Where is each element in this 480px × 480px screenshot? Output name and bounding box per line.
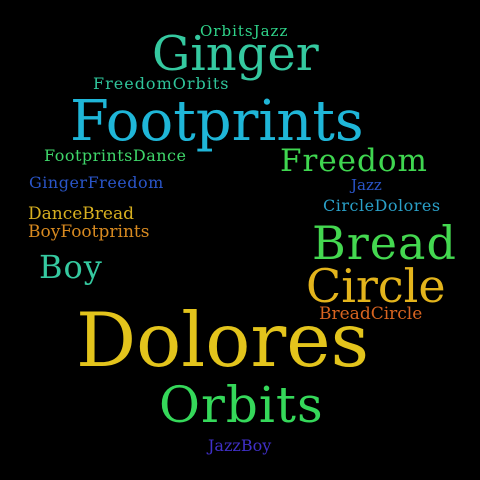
word-circle: Circle — [306, 259, 446, 313]
word-ginger: Ginger — [152, 26, 319, 82]
word-footprints: Footprints — [70, 89, 364, 154]
word-freedomorbits: FreedomOrbits — [93, 74, 230, 93]
word-jazz: Jazz — [351, 176, 382, 194]
word-boy: Boy — [39, 248, 103, 286]
word-dancebread: DanceBread — [28, 204, 134, 224]
word-circledolores: CircleDolores — [323, 196, 441, 215]
word-boyfootprints: BoyFootprints — [28, 222, 150, 242]
word-bread: Bread — [312, 216, 457, 270]
word-breadcircle: BreadCircle — [319, 304, 423, 324]
word-dolores: Dolores — [76, 296, 370, 384]
word-gingerfreedom: GingerFreedom — [29, 173, 164, 192]
word-orbits: Orbits — [159, 376, 324, 434]
word-freedom: Freedom — [280, 143, 428, 179]
word-footprintsdance: FootprintsDance — [44, 146, 187, 165]
word-jazzboy: JazzBoy — [208, 436, 272, 455]
word-orbitsjazz: OrbitsJazz — [200, 22, 289, 40]
